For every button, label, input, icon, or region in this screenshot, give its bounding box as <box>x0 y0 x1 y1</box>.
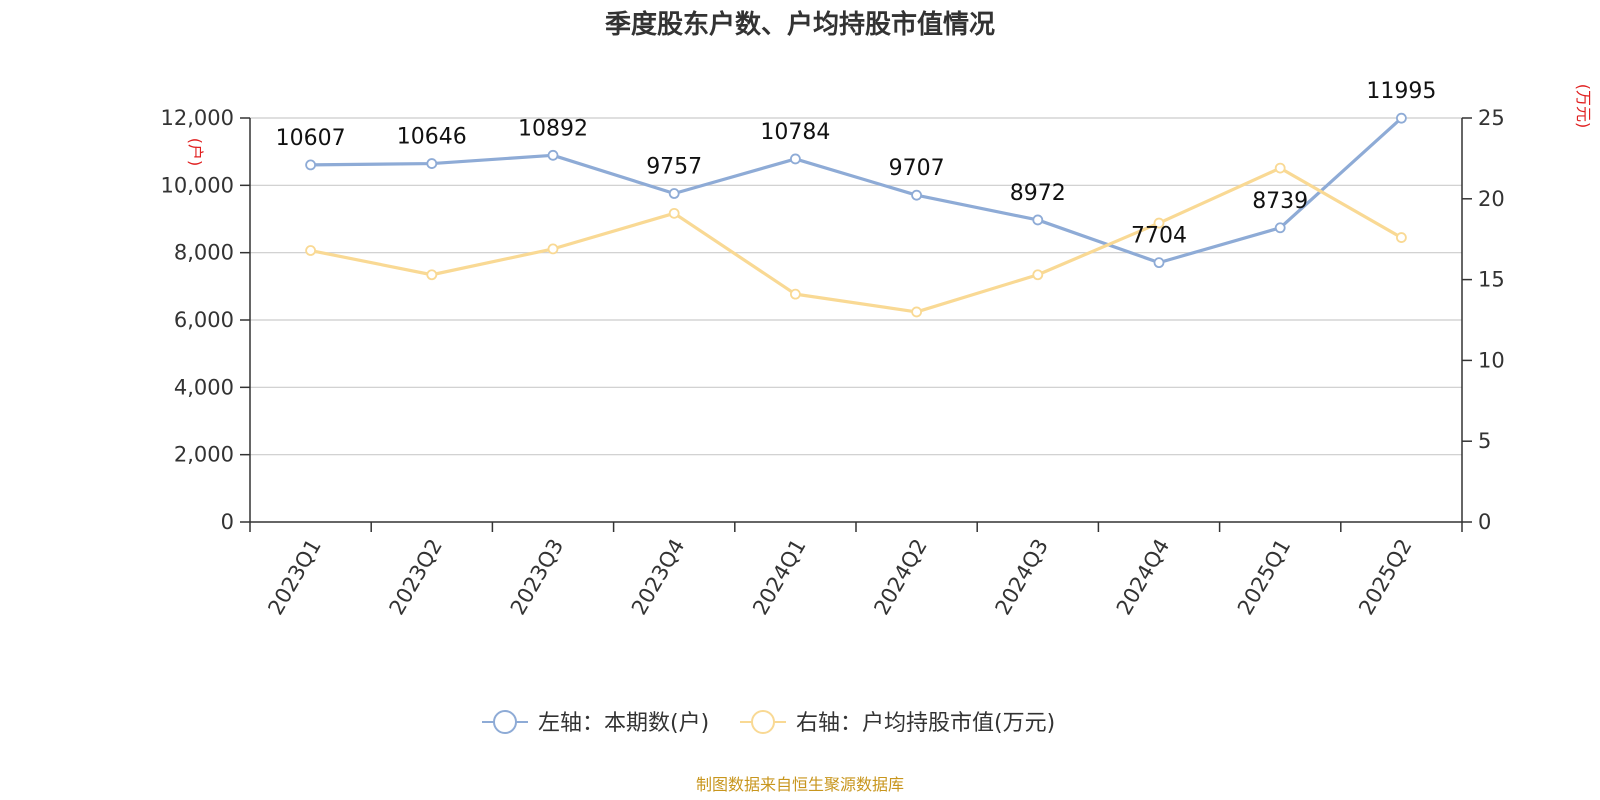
series-0-data-label: 9757 <box>646 155 702 180</box>
legend-item-1[interactable]: 右轴：户均持股市值(万元) <box>740 711 1055 736</box>
x-tick-label: 2025Q2 <box>1354 535 1416 619</box>
legend-marker <box>494 711 516 733</box>
x-tick-label: 2024Q3 <box>991 535 1053 619</box>
series-0-point[interactable] <box>1155 258 1164 267</box>
series-0-point[interactable] <box>1033 215 1042 224</box>
right-axis-unit: (万元) <box>1574 84 1593 129</box>
series-0-point[interactable] <box>1397 114 1406 123</box>
right-tick-label: 20 <box>1478 187 1505 211</box>
series-0-data-label: 8739 <box>1252 189 1308 214</box>
series-0-point[interactable] <box>427 159 436 168</box>
left-tick-label: 4,000 <box>174 375 234 399</box>
series-0-data-label: 11995 <box>1366 79 1436 104</box>
series-0-data-label: 10646 <box>397 125 467 150</box>
right-tick-label: 5 <box>1478 429 1491 453</box>
left-tick-label: 8,000 <box>174 241 234 265</box>
left-tick-label: 12,000 <box>161 106 234 130</box>
legend[interactable]: 左轴：本期数(户) 右轴：户均持股市值(万元) <box>482 711 1055 736</box>
series-0-data-label: 8972 <box>1010 181 1066 206</box>
series-1-point[interactable] <box>549 244 558 253</box>
series-1-point[interactable] <box>670 209 679 218</box>
x-tick-label: 2024Q2 <box>869 535 931 619</box>
series-1-point[interactable] <box>306 246 315 255</box>
left-tick-label: 0 <box>221 510 234 534</box>
series-1-point[interactable] <box>791 290 800 299</box>
source-note: 制图数据来自恒生聚源数据库 <box>696 775 904 794</box>
right-tick-label: 25 <box>1478 106 1505 130</box>
series-0-point[interactable] <box>791 154 800 163</box>
x-tick-label: 2023Q3 <box>506 535 568 619</box>
legend-label: 左轴：本期数(户) <box>538 711 709 736</box>
x-tick-label: 2024Q4 <box>1112 535 1174 619</box>
series-0-data-label: 7704 <box>1131 224 1187 249</box>
series-0-data-label: 10784 <box>760 120 830 145</box>
left-axis-unit: (户) <box>186 138 205 167</box>
series-1-point[interactable] <box>1276 164 1285 173</box>
series-0-data-label: 10892 <box>518 116 588 141</box>
legend-label: 右轴：户均持股市值(万元) <box>796 711 1055 736</box>
x-tick-label: 2023Q1 <box>263 535 325 619</box>
right-tick-label: 0 <box>1478 510 1491 534</box>
chart-title: 季度股东户数、户均持股市值情况 <box>605 9 995 40</box>
series-line-0 <box>311 118 1402 262</box>
left-tick-label: 6,000 <box>174 308 234 332</box>
series-0-data-label: 9707 <box>889 156 945 181</box>
right-tick-label: 10 <box>1478 348 1505 372</box>
x-tick-label: 2023Q2 <box>385 535 447 619</box>
x-tick-label: 2024Q1 <box>748 535 810 619</box>
series-0-point[interactable] <box>912 191 921 200</box>
legend-marker <box>752 711 774 733</box>
series-1-point[interactable] <box>427 270 436 279</box>
series-0-data-label: 10607 <box>276 126 346 151</box>
series-lines <box>306 114 1406 317</box>
x-tick-label: 2025Q1 <box>1233 535 1295 619</box>
left-tick-label: 10,000 <box>161 173 234 197</box>
series-0-point[interactable] <box>306 160 315 169</box>
right-tick-label: 15 <box>1478 268 1505 292</box>
series-1-point[interactable] <box>1397 233 1406 242</box>
left-tick-label: 2,000 <box>174 443 234 467</box>
series-0-point[interactable] <box>670 189 679 198</box>
series-0-point[interactable] <box>549 151 558 160</box>
x-tick-label: 2023Q4 <box>627 535 689 619</box>
series-1-point[interactable] <box>1033 270 1042 279</box>
series-0-point[interactable] <box>1276 223 1285 232</box>
series-1-point[interactable] <box>912 307 921 316</box>
legend-item-0[interactable]: 左轴：本期数(户) <box>482 711 709 736</box>
